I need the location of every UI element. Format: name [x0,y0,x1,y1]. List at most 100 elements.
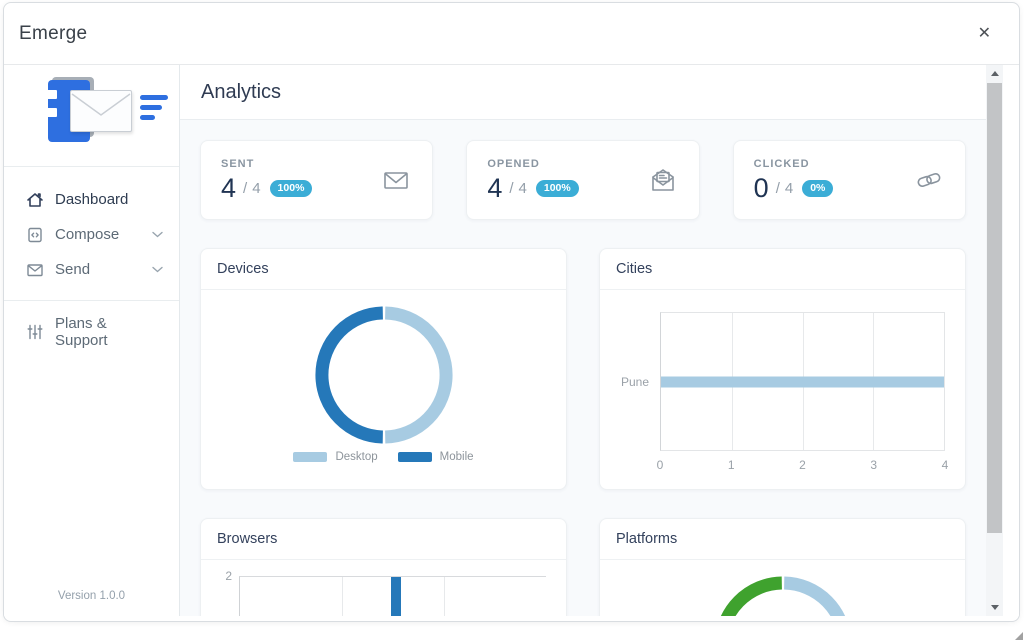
sliders-icon [27,324,43,339]
x-tick: 4 [941,458,949,472]
stat-value: 0 [753,173,769,203]
cities-bar-chart: Pune 0 [600,290,965,477]
stat-separator: / [243,180,248,197]
legend-label: Mobile [439,451,474,463]
home-icon [27,192,43,207]
platforms-chart-card: Platforms [599,518,966,616]
scroll-down-button[interactable] [986,599,1003,616]
stat-label: CLICKED [753,158,810,170]
chart-legend: Desktop Mobile [293,451,474,463]
sidebar: Dashboard Compose [4,65,180,616]
gridline [443,577,445,616]
page-header: Analytics [180,65,986,120]
scrollbar-track[interactable] [986,82,1003,599]
stat-value: 4 [487,173,503,203]
bar-pune [661,376,944,387]
x-axis-ticks: 0 1 2 3 4 [656,451,949,477]
sidebar-item-send[interactable]: Send [4,252,179,287]
x-tick: 0 [656,458,664,472]
card-header: Browsers [201,519,566,560]
x-tick: 2 [799,458,806,472]
stat-percent-badge: 0% [802,180,834,197]
stat-separator: / [775,180,780,197]
plot-area [239,576,546,616]
stat-card-clicked: CLICKED 0 / 4 0% [732,140,966,220]
sidebar-item-label: Dashboard [55,191,129,208]
page-body: SENT 4 / 4 100% [180,120,986,616]
browsers-bar-chart: 2 [201,560,566,616]
logo-box [4,65,179,167]
envelope-open-icon [651,169,674,191]
sidebar-item-dashboard[interactable]: Dashboard [4,182,179,217]
stat-separator: / [509,180,514,197]
stat-label: OPENED [487,158,540,170]
stats-row: SENT 4 / 4 100% [200,140,966,220]
sidebar-divider [4,300,179,301]
stat-percent-badge: 100% [535,180,579,197]
card-header: Platforms [600,519,965,560]
app-title: Emerge [19,22,88,44]
card-title: Devices [217,261,269,277]
sidebar-nav: Dashboard Compose [4,167,179,287]
sidebar-nav-secondary: Plans & Support [4,314,179,349]
legend-swatch-mobile [397,452,432,462]
card-header: Devices [201,249,566,290]
x-tick: 1 [727,458,735,472]
sidebar-item-label: Compose [55,226,120,243]
bar [390,577,401,616]
legend-item-desktop: Desktop [293,451,378,463]
plot-area [660,312,945,451]
version-label: Version 1.0.0 [57,590,126,602]
resize-grip-icon[interactable] [1015,632,1023,640]
devices-donut-chart: Desktop Mobile [201,290,566,463]
stat-total: 4 [518,180,527,197]
card-header: Cities [600,249,965,290]
chevron-down-icon [152,266,163,273]
card-title: Cities [616,261,653,277]
link-icon [917,173,941,187]
emerge-window: Emerge ✕ [3,2,1020,622]
card-title: Browsers [217,531,278,547]
stat-card-opened: OPENED 4 / 4 100% [466,140,700,220]
scrollbar-thumb[interactable] [987,83,1002,533]
vertical-scrollbar[interactable] [986,65,1003,616]
stat-value: 4 [221,173,237,203]
chevron-down-icon [152,231,163,238]
legend-label: Desktop [335,451,378,463]
page-title: Analytics [201,80,282,103]
legend-swatch-desktop [293,452,328,462]
sidebar-item-compose[interactable]: Compose [4,217,179,252]
window-right-padding [1003,65,1019,616]
stat-total: 4 [784,180,794,197]
stat-percent-badge: 100% [269,180,313,197]
scroll-content: Analytics SENT 4 / 4 [180,65,986,616]
y-axis-label: Pune [620,374,649,389]
sidebar-item-plans-support[interactable]: Plans & Support [4,314,179,349]
stat-card-sent: SENT 4 / 4 100% [200,140,434,220]
emerge-logo-icon [28,73,168,159]
donut-chart-icon [314,306,453,444]
main-area: Analytics SENT 4 / 4 [180,65,1019,616]
arrow-down-icon [990,605,999,610]
titlebar: Emerge ✕ [4,3,1019,65]
card-title: Platforms [616,531,678,547]
browsers-chart-card: Browsers 2 [200,518,567,616]
close-icon[interactable]: ✕ [977,24,991,42]
window-body: Dashboard Compose [4,65,1019,621]
cities-chart-card: Cities Pune [599,248,966,490]
charts-grid: Devices [200,248,966,616]
scroll-up-button[interactable] [986,65,1003,82]
platforms-donut-chart [600,560,965,616]
y-tick: 2 [225,569,232,583]
gridline [341,577,343,616]
x-tick: 3 [870,458,878,472]
sidebar-item-label: Plans & Support [55,314,108,349]
sidebar-item-label: Send [55,261,91,278]
stat-total: 4 [252,180,261,197]
donut-chart-icon [720,576,845,616]
arrow-up-icon [990,71,999,76]
devices-chart-card: Devices [200,248,567,490]
envelope-icon [384,172,409,189]
stat-label: SENT [221,158,255,170]
